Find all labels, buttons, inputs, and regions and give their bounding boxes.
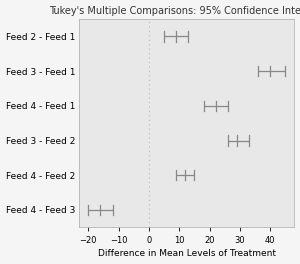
Title: Tukey's Multiple Comparisons: 95% Confidence Intervals: Tukey's Multiple Comparisons: 95% Confid… (49, 6, 300, 16)
X-axis label: Difference in Mean Levels of Treatment: Difference in Mean Levels of Treatment (98, 249, 276, 258)
